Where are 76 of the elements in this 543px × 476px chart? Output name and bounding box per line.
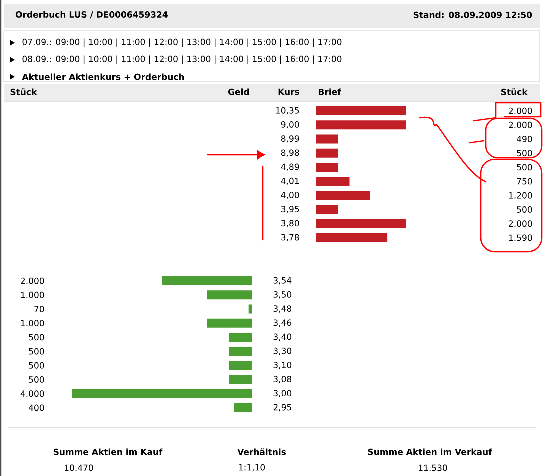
- bar: [229, 347, 252, 356]
- text: 11.530: [419, 464, 448, 472]
- data-label: 500: [29, 376, 44, 383]
- y-tick-label: 2,95: [274, 404, 292, 412]
- y-tick-label: 4,89: [281, 164, 300, 172]
- data-label: 2.000: [509, 122, 532, 128]
- data-label: 2.000: [21, 278, 44, 284]
- text: Aktueller Aktienkurs + Orderbuch: [22, 74, 184, 80]
- bar: [316, 162, 339, 172]
- text: Stück: [501, 88, 528, 96]
- bar: [316, 106, 406, 116]
- data-label: 2.000: [509, 220, 532, 228]
- y-tick-label: 3,80: [282, 220, 300, 228]
- bar: [72, 389, 252, 398]
- text: Stand: 08.09.2009 12:50: [414, 12, 532, 18]
- y-tick-label: 4,01: [281, 178, 300, 186]
- text: Kurs: [278, 88, 300, 96]
- y-tick-label: 3,30: [274, 348, 292, 356]
- data-label: 500: [29, 334, 44, 341]
- text: Brief: [318, 88, 342, 96]
- data-label: 1.000: [21, 292, 44, 298]
- y-tick-label: 4,00: [281, 192, 300, 200]
- y-tick-label: 9,00: [281, 121, 300, 129]
- bar: [248, 304, 252, 314]
- data-label: 490: [517, 136, 532, 142]
- text: 07.09.: 09:00 | 10:00 | 11:00 | 12:00 | 13:00 | 14:00 | 15:00 | 16:00 | 17:00: [22, 38, 342, 48]
- bar: [229, 332, 252, 342]
- bar: [316, 205, 339, 214]
- data-label: 2.000: [509, 108, 532, 114]
- y-tick-label: 3,40: [274, 334, 292, 342]
- text: Summe Aktien im Verkauf: [368, 448, 492, 456]
- y-tick-label: 10,35: [276, 107, 300, 115]
- bar: [234, 403, 252, 412]
- text: Verhältnis: [238, 448, 286, 456]
- data-label: 500: [517, 206, 532, 213]
- text: Orderbuch LUS / DE0006459324: [16, 11, 168, 19]
- bar: [229, 361, 252, 370]
- y-tick-label: 3,08: [274, 376, 292, 384]
- data-label: 500: [29, 362, 44, 369]
- data-label: 500: [517, 164, 532, 171]
- y-tick-label: 3,00: [274, 390, 292, 398]
- bar: [206, 290, 252, 300]
- text: Geld: [228, 88, 250, 96]
- data-label: 400: [28, 404, 44, 412]
- data-label: 1.000: [21, 320, 44, 327]
- data-label: 500: [517, 150, 532, 157]
- text: 10.470: [65, 464, 94, 472]
- bar: [316, 134, 338, 144]
- y-tick-label: 3,54: [274, 277, 292, 285]
- data-label: 500: [29, 348, 44, 355]
- bar: [316, 120, 406, 130]
- text: 08.09.: 09:00 | 10:00 | 11:00 | 12:00 | 13:00 | 14:00 | 15:00 | 16:00 | 17:00: [22, 56, 342, 64]
- y-tick-label: 8,99: [281, 136, 300, 143]
- y-tick-label: 3,48: [274, 306, 292, 313]
- y-tick-label: 3,95: [282, 206, 300, 214]
- data-label: 4.000: [20, 390, 44, 398]
- text: Summe Aktien im Kauf: [54, 448, 163, 456]
- bar: [316, 191, 370, 200]
- data-label: 750: [517, 178, 532, 185]
- bar: [316, 177, 350, 186]
- text: 1:1,10: [239, 464, 266, 472]
- bar: [206, 318, 252, 328]
- bar: [316, 148, 339, 158]
- text: Stück: [10, 88, 38, 96]
- y-tick-label: 3,10: [274, 362, 292, 370]
- y-tick-label: 3,78: [282, 234, 300, 242]
- data-label: 1.200: [509, 192, 532, 199]
- y-tick-label: 3,46: [274, 320, 292, 327]
- bar: [229, 375, 252, 384]
- bar: [162, 276, 252, 286]
- data-label: 70: [34, 306, 44, 312]
- data-label: 1.590: [509, 234, 532, 242]
- bar: [316, 233, 388, 242]
- bar: [316, 219, 406, 228]
- y-tick-label: 3,50: [274, 291, 292, 299]
- y-tick-label: 8,98: [281, 150, 300, 157]
